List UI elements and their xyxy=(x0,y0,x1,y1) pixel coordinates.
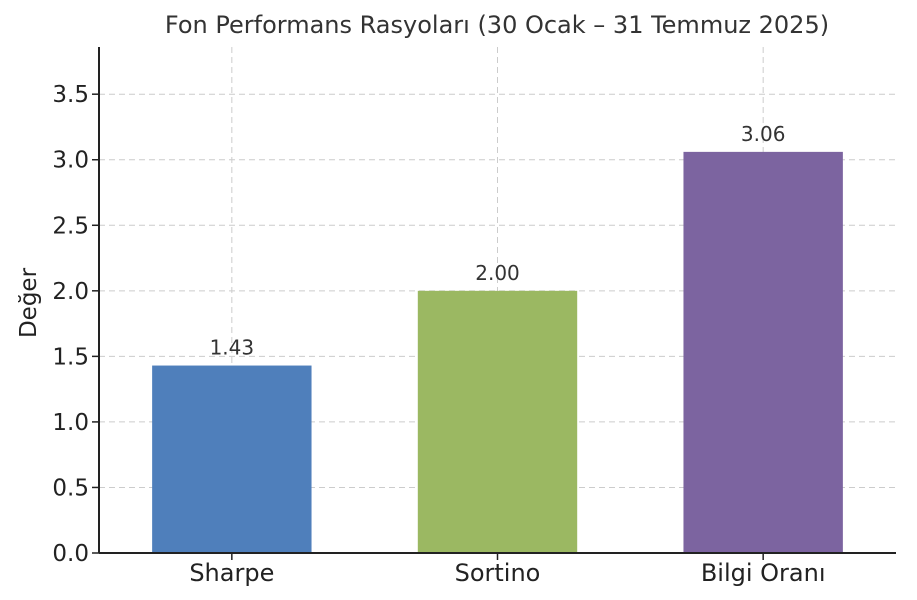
y-tick-label: 2.0 xyxy=(52,279,89,305)
y-tick-label: 0.5 xyxy=(52,475,89,501)
axes xyxy=(92,47,896,560)
x-tick-label: Sharpe xyxy=(189,559,274,587)
bars xyxy=(152,151,843,553)
bar xyxy=(152,365,312,553)
y-tick-label: 0.0 xyxy=(52,541,89,567)
bar-value-label: 3.06 xyxy=(741,122,786,146)
y-axis-label: Değer xyxy=(16,267,42,338)
labels: 0.0 0.5 1.0 1.5 2.0 2.5 3.0 3.5 1.43 Sharpe 2.00 So… xyxy=(52,82,825,587)
x-tick-label: Bilgi Oranı xyxy=(701,559,826,587)
y-tick-label: 1.0 xyxy=(52,410,89,436)
bar xyxy=(417,290,578,553)
bar-value-label: 2.00 xyxy=(475,261,520,285)
bar-value-label: 1.43 xyxy=(210,336,255,360)
y-tick-label: 3.0 xyxy=(52,148,89,174)
x-tick-label: Sortino xyxy=(455,559,541,587)
y-tick-label: 3.5 xyxy=(52,82,89,108)
y-tick-label: 2.5 xyxy=(52,213,89,239)
bar xyxy=(683,151,843,553)
y-tick-label: 1.5 xyxy=(52,344,89,370)
chart-title: Fon Performans Rasyoları (30 Ocak – 31 T… xyxy=(165,11,829,39)
